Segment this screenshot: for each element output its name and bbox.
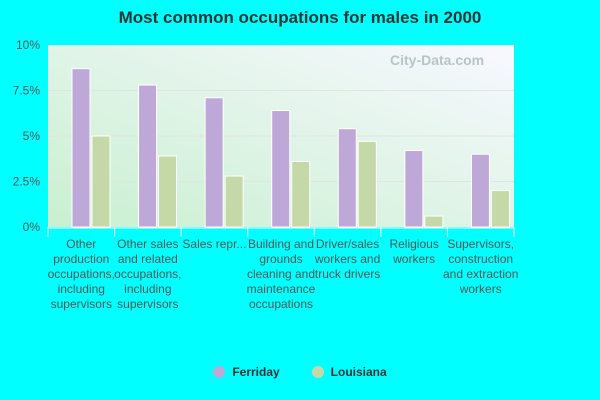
y-tick-label: 0%: [23, 220, 41, 234]
legend-item: Ferriday: [213, 365, 280, 379]
x-category-label: Sales repr...: [182, 237, 247, 251]
bar-louisiana: [224, 175, 244, 228]
bar-louisiana: [91, 135, 111, 228]
y-tick-label: 7.5%: [13, 84, 41, 98]
bar-ferriday: [271, 110, 291, 228]
bar-louisiana: [291, 160, 311, 228]
legend: Ferriday Louisiana: [0, 365, 600, 379]
legend-item: Louisiana: [311, 365, 387, 379]
y-tick-label: 2.5%: [13, 175, 41, 189]
chart-title: Most common occupations for males in 200…: [118, 8, 482, 27]
y-tick-label: 5%: [23, 129, 41, 143]
bar-ferriday: [204, 97, 224, 228]
legend-label: Ferriday: [232, 365, 280, 379]
x-category-label: Religious workers: [389, 237, 439, 266]
bar-ferriday: [470, 153, 490, 228]
legend-swatch: [311, 366, 324, 378]
y-tick-label: 10%: [16, 38, 40, 52]
x-category-label: Building and grounds cleaning and mainte…: [246, 237, 316, 311]
bar-ferriday: [337, 128, 357, 228]
bar-ferriday: [138, 84, 158, 228]
bar-louisiana: [357, 140, 377, 228]
bar-louisiana: [424, 215, 444, 228]
x-category-label: Driver/sales workers and truck drivers: [314, 237, 381, 281]
legend-swatch: [213, 366, 226, 378]
x-category-label: Other sales and related occupations, inc…: [114, 237, 182, 311]
watermark-logo: City-Data.com: [390, 52, 485, 68]
bar-louisiana: [158, 155, 178, 228]
x-category-label: Supervisors, construction and extraction…: [443, 237, 519, 296]
bar-ferriday: [71, 68, 91, 228]
x-category-label: Other production occupations, including …: [47, 237, 115, 311]
bar-louisiana: [490, 190, 510, 228]
bar-ferriday: [404, 150, 424, 228]
legend-label: Louisiana: [330, 365, 387, 379]
